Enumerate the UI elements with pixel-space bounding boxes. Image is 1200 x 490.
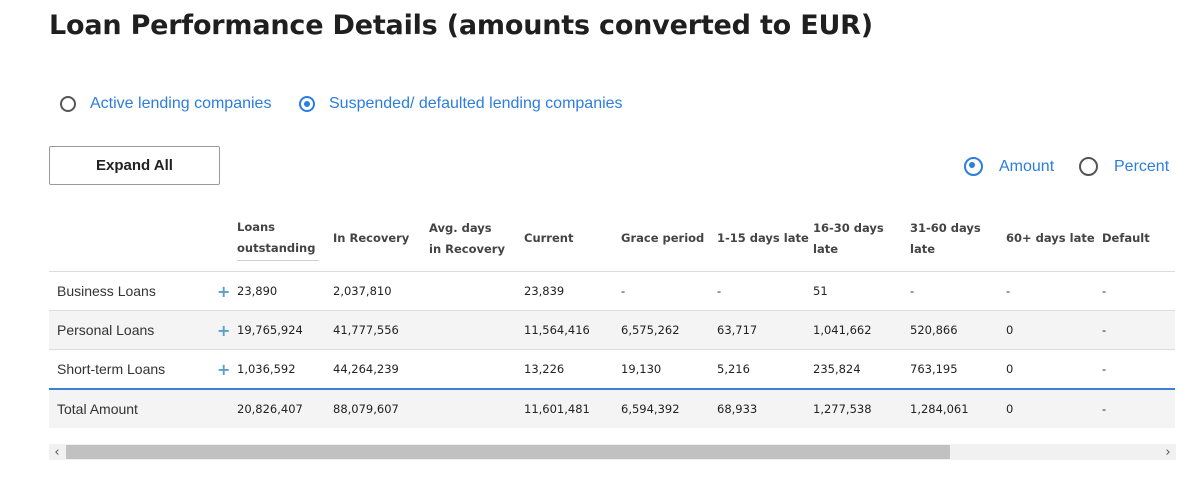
cell-grace-period: 6,575,262 <box>621 310 717 350</box>
expand-all-button[interactable]: Expand All <box>49 146 220 185</box>
radio-unchecked-icon[interactable] <box>60 96 76 112</box>
cell-in-recovery: 2,037,810 <box>333 271 429 311</box>
table-row-short-term-loans: Short-term Loans + 1,036,592 44,264,239 … <box>49 349 1175 390</box>
table-row-business-loans: Business Loans + 23,890 2,037,810 23,839… <box>49 271 1175 311</box>
col-header-31-60-days-late[interactable]: 31-60 days late <box>910 206 1006 272</box>
expand-row-button[interactable]: + <box>217 349 237 390</box>
row-label: Short-term Loans <box>49 349 217 390</box>
cell-current: 11,601,481 <box>524 388 621 428</box>
horizontal-scrollbar[interactable]: ‹ › <box>49 444 1176 460</box>
row-label: Personal Loans <box>49 310 217 350</box>
plus-icon[interactable]: + <box>217 359 231 379</box>
cell-31-60-days-late: 520,866 <box>910 310 1006 350</box>
radio-label[interactable]: Amount <box>999 157 1055 175</box>
radio-label[interactable]: Suspended/ defaulted lending companies <box>329 95 623 112</box>
cell-loans-outstanding: 23,890 <box>237 271 333 311</box>
cell-1-15-days-late: 68,933 <box>717 388 813 428</box>
page-title: Loan Performance Details (amounts conver… <box>49 10 873 41</box>
table-header-row: Loans outstanding In Recovery Avg. days … <box>49 206 1175 272</box>
cell-grace-period: 6,594,392 <box>621 388 717 428</box>
cell-60-plus-days-late: - <box>1006 271 1102 311</box>
col-header-grace-period[interactable]: Grace period <box>621 206 717 272</box>
cell-16-30-days-late: 51 <box>813 271 910 311</box>
expand-row-button[interactable]: + <box>217 271 237 311</box>
cell-60-plus-days-late: 0 <box>1006 388 1102 428</box>
radio-percent[interactable]: Percent <box>1079 157 1169 176</box>
radio-unchecked-icon[interactable] <box>1079 157 1098 176</box>
radio-amount[interactable]: Amount <box>964 157 1054 176</box>
cell-1-15-days-late: - <box>717 271 813 311</box>
scrollbar-thumb[interactable] <box>66 445 950 459</box>
cell-16-30-days-late: 1,041,662 <box>813 310 910 350</box>
col-header-default[interactable]: Default <box>1102 206 1175 272</box>
cell-grace-period: 19,130 <box>621 349 717 390</box>
radio-checked-icon[interactable] <box>964 157 983 176</box>
row-label: Total Amount <box>49 388 217 428</box>
cell-1-15-days-late: 5,216 <box>717 349 813 390</box>
cell-60-plus-days-late: 0 <box>1006 349 1102 390</box>
cell-default: - <box>1102 388 1175 428</box>
col-header-loans-outstanding[interactable]: Loans outstanding <box>237 206 333 272</box>
cell-current: 23,839 <box>524 271 621 311</box>
col-header-category <box>49 206 217 272</box>
radio-checked-icon[interactable] <box>299 96 315 112</box>
col-header-avg-days[interactable]: Avg. days in Recovery <box>429 206 524 272</box>
cell-default: - <box>1102 310 1175 350</box>
cell-16-30-days-late: 235,824 <box>813 349 910 390</box>
cell-31-60-days-late: 763,195 <box>910 349 1006 390</box>
radio-active-companies[interactable]: Active lending companies <box>60 95 271 113</box>
cell-60-plus-days-late: 0 <box>1006 310 1102 350</box>
col-header-60-plus-days-late[interactable]: 60+ days late <box>1006 206 1102 272</box>
scroll-left-icon[interactable]: ‹ <box>54 444 60 460</box>
cell-current: 13,226 <box>524 349 621 390</box>
col-header-current[interactable]: Current <box>524 206 621 272</box>
cell-in-recovery: 88,079,607 <box>333 388 429 428</box>
col-header-1-15-days-late[interactable]: 1-15 days late <box>717 206 813 272</box>
col-header-in-recovery[interactable]: In Recovery <box>333 206 429 272</box>
cell-31-60-days-late: 1,284,061 <box>910 388 1006 428</box>
cell-avg-days <box>429 310 524 350</box>
cell-31-60-days-late: - <box>910 271 1006 311</box>
table-row-personal-loans: Personal Loans + 19,765,924 41,777,556 1… <box>49 310 1175 350</box>
cell-avg-days <box>429 388 524 428</box>
cell-avg-days <box>429 271 524 311</box>
cell-loans-outstanding: 1,036,592 <box>237 349 333 390</box>
col-header-16-30-days-late[interactable]: 16-30 days late <box>813 206 910 272</box>
expand-row-button[interactable]: + <box>217 310 237 350</box>
cell-16-30-days-late: 1,277,538 <box>813 388 910 428</box>
radio-suspended-companies[interactable]: Suspended/ defaulted lending companies <box>299 95 623 113</box>
cell-current: 11,564,416 <box>524 310 621 350</box>
expand-spacer <box>217 388 237 428</box>
cell-in-recovery: 41,777,556 <box>333 310 429 350</box>
radio-label[interactable]: Percent <box>1114 157 1170 175</box>
cell-avg-days <box>429 349 524 390</box>
cell-default: - <box>1102 349 1175 390</box>
row-label: Business Loans <box>49 271 217 311</box>
cell-loans-outstanding: 19,765,924 <box>237 310 333 350</box>
cell-default: - <box>1102 271 1175 311</box>
col-header-expand <box>217 206 237 272</box>
scroll-right-icon[interactable]: › <box>1165 444 1171 460</box>
loan-performance-table: Loans outstanding In Recovery Avg. days … <box>49 206 1175 428</box>
radio-label[interactable]: Active lending companies <box>90 95 272 112</box>
plus-icon[interactable]: + <box>217 281 231 301</box>
cell-grace-period: - <box>621 271 717 311</box>
cell-1-15-days-late: 63,717 <box>717 310 813 350</box>
cell-loans-outstanding: 20,826,407 <box>237 388 333 428</box>
table-row-total: Total Amount 20,826,407 88,079,607 11,60… <box>49 388 1175 428</box>
plus-icon[interactable]: + <box>217 320 231 340</box>
cell-in-recovery: 44,264,239 <box>333 349 429 390</box>
